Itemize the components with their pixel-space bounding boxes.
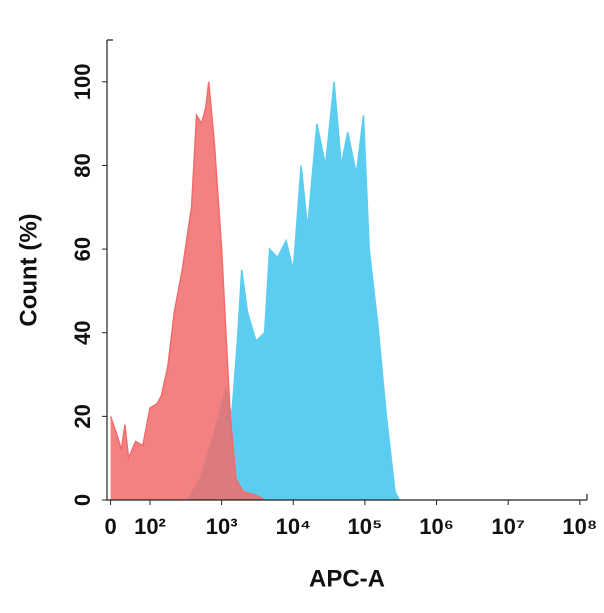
x-tick-label: 10⁷ bbox=[491, 514, 525, 539]
y-tick-label: 100 bbox=[70, 63, 95, 100]
x-tick-label: 10⁴ bbox=[276, 514, 311, 539]
y-tick-label: 60 bbox=[70, 237, 95, 261]
x-tick-label: 10⁵ bbox=[348, 514, 383, 539]
x-tick-label: 10⁶ bbox=[419, 514, 454, 539]
histogram-outline bbox=[109, 81, 265, 501]
x-tick-label: 10⁸ bbox=[562, 514, 597, 539]
x-tick-label: 0 bbox=[104, 514, 116, 539]
y-axis-label: Count (%) bbox=[15, 213, 42, 326]
histogram-outline bbox=[186, 81, 400, 501]
y-tick-label: 0 bbox=[70, 494, 95, 506]
y-tick-label: 20 bbox=[70, 404, 95, 428]
histogram-area bbox=[110, 81, 265, 501]
x-tick-label: 10² bbox=[134, 514, 166, 539]
x-tick-label: 10³ bbox=[206, 514, 238, 539]
x-axis-label: APC-A bbox=[309, 565, 385, 592]
y-tick-label: 40 bbox=[70, 320, 95, 344]
y-tick-label: 80 bbox=[70, 153, 95, 177]
histogram-area bbox=[187, 81, 400, 501]
